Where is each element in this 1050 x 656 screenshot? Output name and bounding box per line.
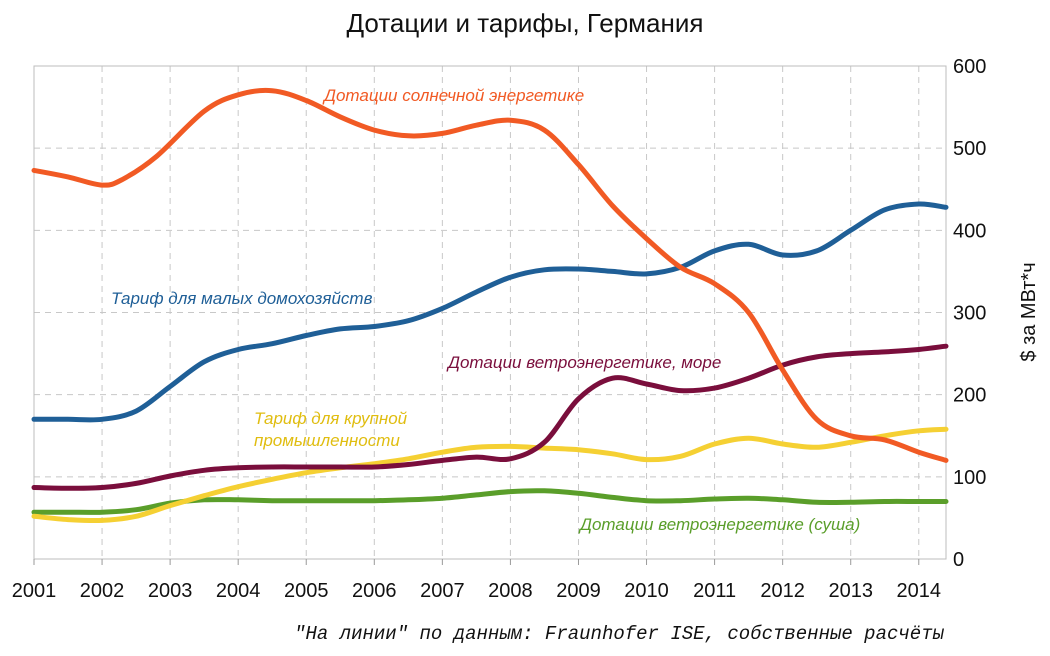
x-tick-label: 2004 xyxy=(216,580,261,602)
y-tick-label: 500 xyxy=(953,138,986,160)
x-tick-label: 2001 xyxy=(12,580,57,602)
y-tick-label: 0 xyxy=(953,549,964,571)
label-offshore-wind: Дотации ветроэнергетике, море xyxy=(446,353,721,372)
grid-layer xyxy=(34,66,946,559)
x-tick-label: 2002 xyxy=(80,580,125,602)
x-tick-label: 2011 xyxy=(693,580,736,602)
label-industry-tariff-line2: промышленности xyxy=(254,431,400,450)
x-axis: 2001 2002 2003 2004 2005 2006 2007 2008 2009 2010… xyxy=(12,559,941,602)
y-axis-title: $ за МВт*ч xyxy=(1018,262,1040,361)
series-line-household-tariff xyxy=(31,201,949,423)
x-tick-label: 2010 xyxy=(624,580,669,602)
x-tick-label: 2003 xyxy=(148,580,193,602)
y-tick-label: 300 xyxy=(953,303,986,325)
x-tick-label: 2014 xyxy=(897,580,942,602)
label-industry-tariff-line1: Тариф для крупной xyxy=(254,409,408,428)
x-tick-label: 2007 xyxy=(420,580,465,602)
x-tick-label: 2009 xyxy=(556,580,601,602)
x-tick-label: 2008 xyxy=(488,580,533,602)
y-tick-label: 100 xyxy=(953,467,986,489)
x-tick-label: 2013 xyxy=(828,580,873,602)
series-line-solar-subsidy xyxy=(31,87,949,463)
label-onshore-wind: Дотации ветроэнергетике (суша) xyxy=(578,515,860,534)
series-line-onshore-wind xyxy=(31,488,949,515)
x-tick-label: 2012 xyxy=(760,580,805,602)
series-layer xyxy=(31,87,949,524)
plot-frame xyxy=(33,65,947,560)
label-solar-subsidy: Дотации солнечной энергетике xyxy=(322,86,584,105)
y-tick-label: 200 xyxy=(953,385,986,407)
y-tick-label: 600 xyxy=(953,56,986,78)
x-tick-label: 2005 xyxy=(284,580,329,602)
chart-title: Дотации и тарифы, Германия xyxy=(347,8,704,38)
source-caption: "На линии" по данным: Fraunhofer ISE, со… xyxy=(294,623,945,645)
label-household-tariff: Тариф для малых домохозяйств xyxy=(111,289,373,308)
series-line-offshore-wind xyxy=(31,343,949,491)
y-axis: 0 100 200 300 400 500 600 xyxy=(953,56,986,571)
y-tick-label: 400 xyxy=(953,220,986,242)
series-line-industry-tariff xyxy=(31,426,949,524)
x-tick-label: 2006 xyxy=(352,580,397,602)
